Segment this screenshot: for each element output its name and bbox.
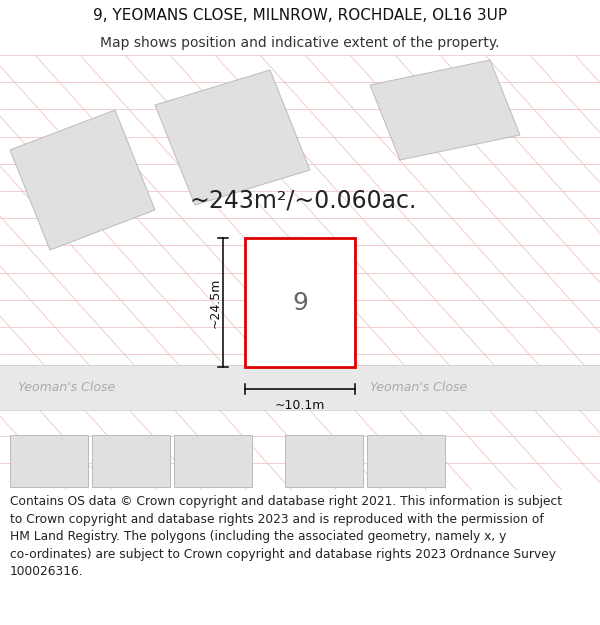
Polygon shape (370, 60, 520, 160)
Bar (10, 435, 88, 487)
Text: ~24.5m: ~24.5m (209, 278, 221, 328)
Text: Yeoman's Close: Yeoman's Close (370, 381, 467, 394)
Polygon shape (155, 70, 310, 205)
Text: ~243m²/~0.060ac.: ~243m²/~0.060ac. (190, 188, 418, 212)
Polygon shape (10, 110, 155, 250)
Bar (245, 238, 355, 367)
Text: 9, YEOMANS CLOSE, MILNROW, ROCHDALE, OL16 3UP: 9, YEOMANS CLOSE, MILNROW, ROCHDALE, OL1… (93, 8, 507, 23)
Text: Contains OS data © Crown copyright and database right 2021. This information is : Contains OS data © Crown copyright and d… (10, 496, 562, 578)
Text: ~10.1m: ~10.1m (275, 399, 325, 412)
Text: 9: 9 (292, 291, 308, 314)
Bar (367, 435, 445, 487)
Bar (0, 365, 600, 410)
Bar (285, 435, 363, 487)
Bar (174, 435, 252, 487)
Text: Yeoman's Close: Yeoman's Close (18, 381, 115, 394)
Text: Map shows position and indicative extent of the property.: Map shows position and indicative extent… (100, 36, 500, 50)
Bar (92, 435, 170, 487)
